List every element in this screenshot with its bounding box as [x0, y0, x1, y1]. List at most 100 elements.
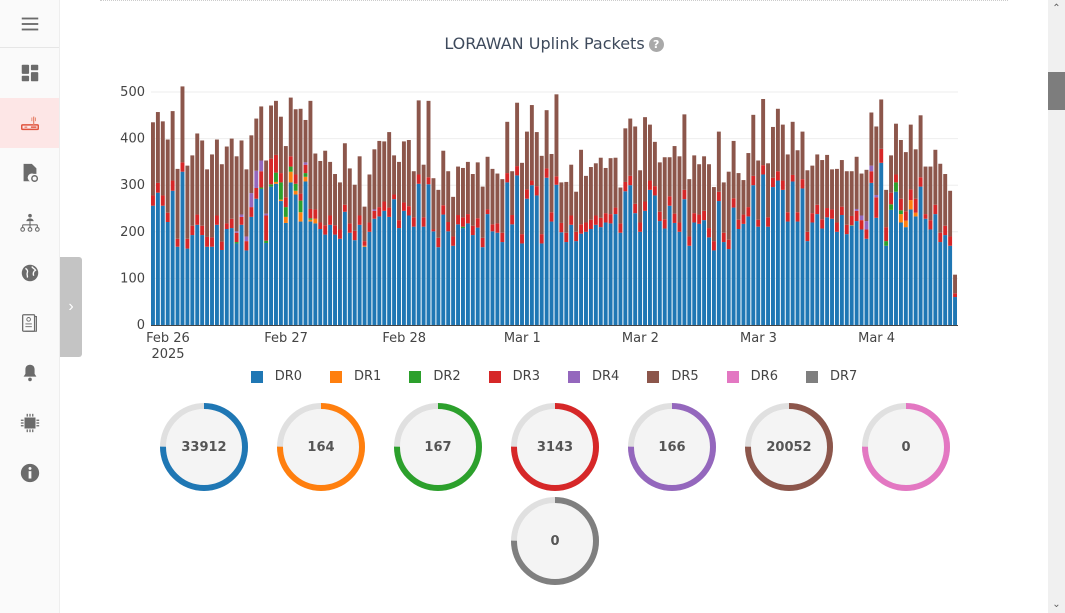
- bar-segment-dr2[interactable]: [283, 207, 288, 217]
- bar-segment-dr1[interactable]: [362, 245, 367, 247]
- bar-segment-dr0[interactable]: [711, 250, 716, 325]
- bar-segment-dr3[interactable]: [707, 228, 711, 238]
- bar-segment-dr5[interactable]: [500, 179, 505, 233]
- bar-segment-dr0[interactable]: [894, 191, 898, 325]
- bar-segment-dr2[interactable]: [898, 210, 903, 215]
- bar-segment-dr0[interactable]: [490, 231, 495, 325]
- bar-segment-dr2[interactable]: [234, 242, 239, 244]
- legend-item-dr0[interactable]: DR0: [250, 369, 302, 384]
- bar-segment-dr0[interactable]: [416, 183, 421, 325]
- bar-segment-dr0[interactable]: [643, 210, 647, 325]
- bar-segment-dr5[interactable]: [726, 171, 731, 240]
- bar-segment-dr0[interactable]: [716, 201, 721, 325]
- bar-segment-dr0[interactable]: [510, 224, 515, 325]
- bar-segment-dr0[interactable]: [470, 235, 475, 325]
- bar-segment-dr5[interactable]: [529, 105, 534, 181]
- bar-segment-dr1[interactable]: [908, 200, 913, 210]
- bar-segment-dr5[interactable]: [574, 191, 579, 232]
- bar-segment-dr3[interactable]: [249, 207, 254, 217]
- bar-segment-dr3[interactable]: [318, 222, 323, 229]
- bar-segment-dr5[interactable]: [219, 164, 224, 242]
- legend-item-dr1[interactable]: DR1: [330, 369, 381, 384]
- bar-segment-dr0[interactable]: [298, 221, 303, 325]
- bar-segment-dr3[interactable]: [401, 202, 406, 211]
- bar-segment-dr3[interactable]: [185, 238, 190, 249]
- bar-segment-dr5[interactable]: [185, 165, 190, 239]
- bar-segment-dr3[interactable]: [210, 237, 214, 247]
- bar-segment-dr5[interactable]: [249, 135, 254, 194]
- bar-segment-dr3[interactable]: [151, 195, 155, 206]
- bar-segment-dr3[interactable]: [830, 209, 834, 219]
- bar-segment-dr5[interactable]: [416, 100, 421, 175]
- bar-segment-dr4[interactable]: [303, 162, 308, 165]
- bar-segment-dr3[interactable]: [377, 207, 382, 217]
- bar-segment-dr0[interactable]: [421, 226, 426, 325]
- bar-segment-dr0[interactable]: [180, 171, 185, 325]
- bar-segment-dr0[interactable]: [938, 242, 943, 325]
- bar-segment-dr1[interactable]: [313, 218, 318, 224]
- bar-segment-dr0[interactable]: [633, 213, 638, 325]
- bar-segment-dr3[interactable]: [775, 171, 780, 181]
- bar-segment-dr0[interactable]: [185, 248, 190, 325]
- bar-segment-dr0[interactable]: [889, 209, 894, 325]
- bar-segment-dr3[interactable]: [446, 222, 451, 232]
- bar-segment-dr0[interactable]: [913, 216, 918, 325]
- bar-segment-dr3[interactable]: [711, 241, 716, 251]
- bar-segment-dr0[interactable]: [726, 249, 731, 325]
- bar-segment-dr0[interactable]: [259, 188, 264, 325]
- bar-segment-dr0[interactable]: [834, 231, 839, 325]
- bar-segment-dr0[interactable]: [264, 242, 269, 325]
- bar-segment-dr3[interactable]: [864, 229, 869, 239]
- bar-segment-dr1[interactable]: [283, 216, 288, 223]
- bar-segment-dr3[interactable]: [539, 234, 544, 244]
- bar-segment-dr5[interactable]: [461, 167, 465, 218]
- bar-segment-dr5[interactable]: [579, 149, 584, 225]
- bar-segment-dr5[interactable]: [687, 179, 692, 237]
- bar-segment-dr3[interactable]: [342, 204, 347, 212]
- bar-segment-dr4[interactable]: [239, 214, 244, 217]
- bar-segment-dr3[interactable]: [524, 189, 529, 199]
- bar-segment-dr3[interactable]: [593, 215, 598, 225]
- bar-segment-dr0[interactable]: [928, 229, 933, 325]
- bar-segment-dr0[interactable]: [401, 210, 406, 325]
- bar-segment-dr3[interactable]: [510, 215, 515, 225]
- bar-segment-dr5[interactable]: [254, 118, 259, 171]
- bar-segment-dr5[interactable]: [569, 164, 574, 216]
- bar-segment-dr0[interactable]: [766, 226, 771, 325]
- bar-segment-dr3[interactable]: [559, 222, 564, 233]
- bar-segment-dr0[interactable]: [756, 226, 761, 325]
- bar-segment-dr5[interactable]: [155, 112, 160, 183]
- bar-segment-dr3[interactable]: [465, 214, 470, 224]
- bar-segment-dr5[interactable]: [283, 146, 288, 198]
- bar-segment-dr3[interactable]: [200, 225, 205, 236]
- legend-item-dr7[interactable]: DR7: [805, 369, 857, 384]
- bar-segment-dr5[interactable]: [362, 206, 367, 242]
- bar-segment-dr3[interactable]: [392, 194, 397, 200]
- bar-segment-dr0[interactable]: [854, 221, 859, 325]
- bar-segment-dr3[interactable]: [834, 222, 839, 232]
- bar-segment-dr0[interactable]: [588, 229, 593, 325]
- bar-segment-dr3[interactable]: [953, 293, 957, 298]
- bar-segment-dr0[interactable]: [274, 183, 278, 325]
- bar-segment-dr3[interactable]: [347, 223, 352, 233]
- bar-segment-dr3[interactable]: [520, 234, 524, 244]
- bar-segment-dr0[interactable]: [564, 242, 569, 325]
- bar-segment-dr3[interactable]: [588, 219, 593, 229]
- bar-segment-dr0[interactable]: [333, 234, 337, 325]
- bar-segment-dr5[interactable]: [564, 181, 569, 233]
- bar-segment-dr3[interactable]: [780, 180, 785, 190]
- bar-segment-dr0[interactable]: [697, 223, 702, 325]
- help-icon[interactable]: ?: [648, 37, 664, 52]
- bar-segment-dr0[interactable]: [357, 224, 362, 325]
- bar-segment-dr5[interactable]: [830, 169, 834, 210]
- bar-segment-dr3[interactable]: [397, 220, 401, 229]
- bar-segment-dr3[interactable]: [869, 171, 874, 183]
- bar-segment-dr4[interactable]: [264, 213, 269, 216]
- scroll-thumb[interactable]: [1048, 72, 1065, 110]
- bar-segment-dr5[interactable]: [485, 156, 490, 210]
- bar-segment-dr5[interactable]: [269, 105, 274, 159]
- bar-segment-dr5[interactable]: [874, 126, 879, 195]
- bar-segment-dr3[interactable]: [682, 189, 687, 200]
- bar-segment-dr5[interactable]: [598, 157, 603, 218]
- bar-segment-dr5[interactable]: [357, 156, 362, 216]
